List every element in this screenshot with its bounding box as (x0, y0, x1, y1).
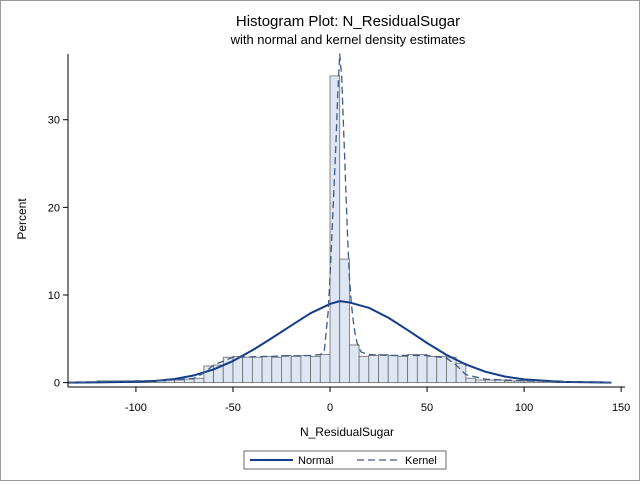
histogram-bar-11 (184, 378, 195, 384)
histogram-bar-12 (193, 377, 205, 384)
histogram-bar-37 (436, 355, 447, 384)
histogram-bar-18 (251, 356, 263, 384)
histogram-bar-29 (358, 355, 370, 384)
histogram-bar-20 (271, 356, 282, 384)
histogram-bar-33 (397, 355, 409, 384)
normal-curve (67, 300, 612, 384)
x-tick-label: 50 (421, 402, 433, 414)
histogram-bar-30 (368, 355, 379, 384)
histogram-bar-41 (475, 379, 486, 384)
legend: Normal Kernel (243, 450, 447, 470)
histogram-bar-39 (455, 362, 467, 384)
y-axis-label: Percent (15, 198, 29, 240)
histogram-bar-22 (290, 355, 302, 384)
histogram-bar-19 (261, 355, 273, 384)
legend-kernel-label: Kernel (405, 455, 437, 467)
histogram-bar-24 (310, 355, 321, 384)
kernel-curve (67, 53, 612, 384)
y-tick-label: 30 (48, 115, 60, 127)
x-tick-label: -100 (125, 402, 147, 414)
x-tick-label: 150 (612, 402, 630, 414)
histogram-bar-40 (465, 377, 476, 384)
histogram-bar-25 (319, 354, 331, 384)
x-tick-label: -50 (225, 402, 241, 414)
legend-normal-label: Normal (298, 455, 333, 467)
y-tick-label: 20 (48, 202, 60, 214)
histogram-bar-21 (281, 355, 292, 384)
chart-title: Histogram Plot: N_ResidualSugar (236, 13, 460, 30)
histogram-bar-10 (174, 379, 185, 384)
histogram-bars (77, 75, 603, 384)
y-tick-label: 10 (48, 290, 60, 302)
histogram-bar-28 (349, 344, 360, 384)
histogram-bar-34 (407, 354, 418, 384)
histogram-bar-26 (329, 75, 341, 384)
legend-box (243, 450, 447, 470)
histogram-bar-23 (300, 355, 311, 384)
x-tick-label: 0 (327, 402, 333, 414)
histogram-bar-32 (387, 355, 399, 384)
y-tick-label: 0 (54, 378, 60, 390)
histogram-bar-17 (242, 356, 253, 384)
histogram-bar-31 (378, 354, 389, 384)
histogram-bar-42 (484, 379, 496, 384)
x-tick-label: 100 (515, 402, 533, 414)
histogram-bar-44 (504, 380, 515, 384)
histogram-bar-27 (339, 258, 350, 384)
x-axis-label: N_ResidualSugar (300, 425, 394, 439)
chart-subtitle: with normal and kernel density estimates (230, 32, 466, 47)
histogram-bar-35 (416, 354, 428, 384)
histogram-bar-36 (426, 355, 438, 384)
axes: 0 10 20 30 -100 -50 0 50 100 150 (48, 54, 630, 414)
density-curves (67, 53, 612, 384)
